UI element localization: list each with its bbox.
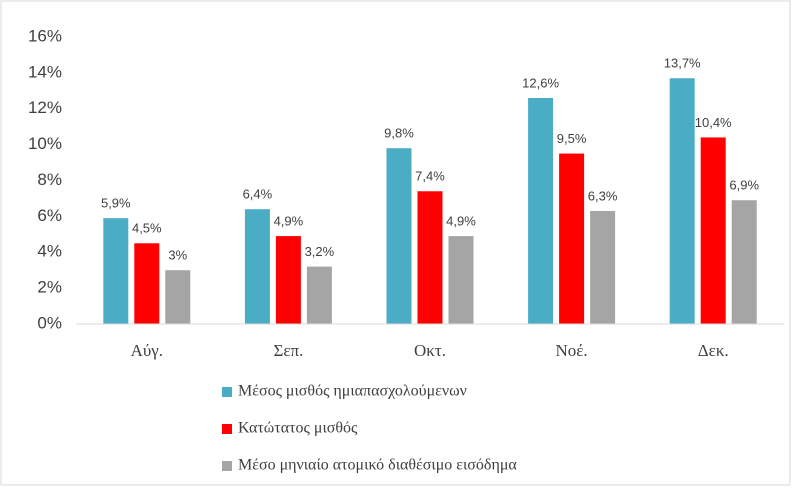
legend-label: Κατώτατος μισθός — [238, 420, 358, 437]
y-tick-label: 2% — [37, 278, 62, 297]
data-label: 6,4% — [243, 187, 273, 202]
data-label: 3,2% — [305, 244, 335, 259]
data-label: 13,7% — [664, 56, 701, 71]
data-label: 10,4% — [695, 115, 732, 130]
bar — [559, 153, 585, 324]
bar — [417, 191, 443, 324]
y-tick-label: 4% — [37, 242, 62, 261]
legend-label: Μέσο μηνιαίο ατομικό διαθέσιμο εισόδημα — [238, 457, 517, 474]
bar — [103, 218, 129, 324]
data-label: 3% — [168, 248, 187, 263]
data-label: 9,5% — [557, 131, 587, 146]
legend-swatch — [222, 424, 232, 434]
bar — [306, 266, 332, 324]
x-tick-label: Αύγ. — [131, 341, 163, 360]
y-tick-label: 12% — [28, 98, 62, 117]
legend-swatch — [222, 461, 232, 471]
y-tick-label: 10% — [28, 134, 62, 153]
bar — [134, 243, 160, 324]
data-label: 7,4% — [415, 169, 445, 184]
legend-label: Μέσος μισθός ημιαπασχολούμενων — [238, 383, 467, 400]
bar — [669, 78, 695, 324]
bar — [244, 209, 270, 324]
bar — [386, 148, 412, 324]
y-tick-label: 6% — [37, 206, 62, 225]
bar — [165, 270, 191, 324]
data-label: 12,6% — [522, 75, 559, 90]
data-label: 6,9% — [729, 178, 759, 193]
x-tick-label: Οκτ. — [414, 341, 446, 360]
y-tick-label: 14% — [28, 62, 62, 81]
data-label: 4,9% — [274, 214, 304, 229]
bar — [590, 210, 616, 324]
data-label: 4,9% — [446, 214, 476, 229]
bar — [700, 137, 726, 324]
bar — [731, 200, 757, 324]
y-tick-label: 0% — [37, 313, 62, 332]
data-label: 4,5% — [132, 221, 162, 236]
data-label: 9,8% — [384, 126, 414, 141]
x-tick-label: Νοέ. — [556, 341, 588, 360]
y-tick-label: 16% — [28, 26, 62, 45]
data-label: 5,9% — [101, 196, 131, 211]
bar — [275, 236, 301, 324]
x-tick-label: Σεπ. — [273, 341, 303, 360]
data-label: 6,3% — [588, 188, 618, 203]
x-tick-label: Δεκ. — [698, 341, 729, 360]
y-tick-label: 8% — [37, 170, 62, 189]
legend-swatch — [222, 387, 232, 397]
bar — [528, 97, 554, 324]
bar — [448, 236, 474, 324]
